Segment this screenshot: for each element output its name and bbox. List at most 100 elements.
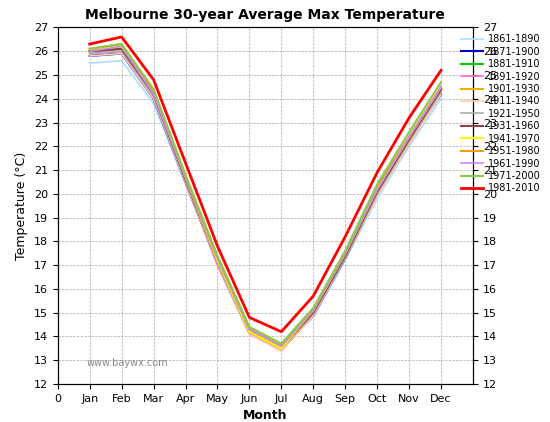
1871-1900 [118, 51, 125, 56]
1881-1910 [150, 92, 157, 97]
Line: 1921-1950: 1921-1950 [90, 51, 441, 349]
1921-1950 [406, 139, 412, 144]
1981-2010 [246, 315, 252, 320]
1861-1890 [86, 60, 93, 65]
1891-1920 [342, 255, 349, 260]
1871-1900 [406, 139, 412, 144]
1951-1980 [182, 175, 189, 180]
1951-1980 [438, 84, 444, 89]
1981-2010 [118, 35, 125, 40]
1961-1990 [406, 134, 412, 139]
1861-1890 [310, 315, 317, 320]
1931-1960 [406, 137, 412, 142]
1931-1960 [278, 346, 285, 351]
1951-1980 [310, 308, 317, 313]
1911-1940 [310, 313, 317, 318]
1871-1900 [342, 255, 349, 260]
1901-1930 [406, 137, 412, 142]
1931-1960 [246, 329, 252, 334]
1971-2000 [342, 249, 349, 254]
1931-1960 [438, 87, 444, 92]
1871-1900 [310, 313, 317, 318]
1861-1890 [374, 196, 381, 201]
1961-1990 [214, 255, 221, 260]
1971-2000 [214, 253, 221, 258]
1861-1890 [406, 144, 412, 149]
1891-1920 [246, 332, 252, 337]
1951-1980 [278, 344, 285, 349]
1891-1920 [406, 141, 412, 146]
1931-1960 [374, 189, 381, 194]
Line: 1881-1910: 1881-1910 [90, 49, 441, 346]
1971-2000 [278, 341, 285, 346]
Line: 1871-1900: 1871-1900 [90, 54, 441, 346]
1911-1940 [406, 141, 412, 146]
1981-2010 [342, 234, 349, 239]
1921-1950 [342, 255, 349, 260]
1951-1980 [406, 134, 412, 139]
1971-2000 [310, 306, 317, 311]
1891-1920 [214, 262, 221, 268]
1861-1890 [182, 182, 189, 187]
1881-1910 [374, 189, 381, 194]
1951-1980 [374, 184, 381, 189]
1971-2000 [438, 80, 444, 85]
1961-1990 [118, 44, 125, 49]
1921-1950 [150, 94, 157, 99]
1941-1970 [246, 329, 252, 334]
1901-1930 [118, 46, 125, 51]
1941-1970 [182, 175, 189, 180]
1901-1930 [182, 177, 189, 182]
1881-1910 [406, 137, 412, 142]
1951-1980 [214, 255, 221, 260]
1911-1940 [86, 54, 93, 59]
1871-1900 [86, 54, 93, 59]
1881-1910 [278, 344, 285, 349]
1881-1910 [342, 253, 349, 258]
1881-1910 [182, 177, 189, 182]
1961-1990 [310, 308, 317, 313]
1901-1930 [150, 92, 157, 97]
1911-1940 [278, 348, 285, 353]
1891-1920 [150, 94, 157, 99]
1961-1990 [342, 251, 349, 256]
1901-1930 [438, 87, 444, 92]
1891-1920 [438, 89, 444, 94]
1931-1960 [86, 49, 93, 54]
1861-1890 [278, 346, 285, 351]
1941-1970 [438, 84, 444, 89]
1881-1910 [438, 87, 444, 92]
1951-1980 [342, 251, 349, 256]
Line: 1951-1980: 1951-1980 [90, 44, 441, 346]
1891-1920 [310, 313, 317, 318]
1981-2010 [150, 77, 157, 82]
1901-1930 [246, 329, 252, 334]
1861-1890 [246, 332, 252, 337]
Line: 1911-1940: 1911-1940 [90, 54, 441, 351]
1861-1890 [214, 262, 221, 268]
1971-2000 [406, 130, 412, 135]
1941-1970 [86, 46, 93, 51]
1881-1910 [118, 46, 125, 51]
1881-1910 [214, 258, 221, 263]
1941-1970 [406, 134, 412, 139]
Line: 1861-1890: 1861-1890 [90, 61, 441, 349]
1941-1970 [150, 89, 157, 94]
Legend: 1861-1890, 1871-1900, 1881-1910, 1891-1920, 1901-1930, 1911-1940, 1921-1950, 193: 1861-1890, 1871-1900, 1881-1910, 1891-19… [459, 32, 542, 195]
1881-1910 [246, 327, 252, 332]
1871-1900 [214, 260, 221, 265]
1971-2000 [374, 182, 381, 187]
1911-1940 [118, 51, 125, 56]
Line: 1961-1990: 1961-1990 [90, 46, 441, 346]
1871-1900 [246, 329, 252, 334]
1911-1940 [438, 92, 444, 97]
Y-axis label: Temperature (°C): Temperature (°C) [15, 151, 28, 260]
1941-1970 [374, 187, 381, 192]
Line: 1891-1920: 1891-1920 [90, 51, 441, 351]
Text: www.baywx.com: www.baywx.com [87, 358, 168, 368]
1981-2010 [214, 243, 221, 249]
1971-2000 [246, 325, 252, 330]
1961-1990 [150, 92, 157, 97]
1901-1930 [342, 253, 349, 258]
1981-2010 [278, 329, 285, 334]
